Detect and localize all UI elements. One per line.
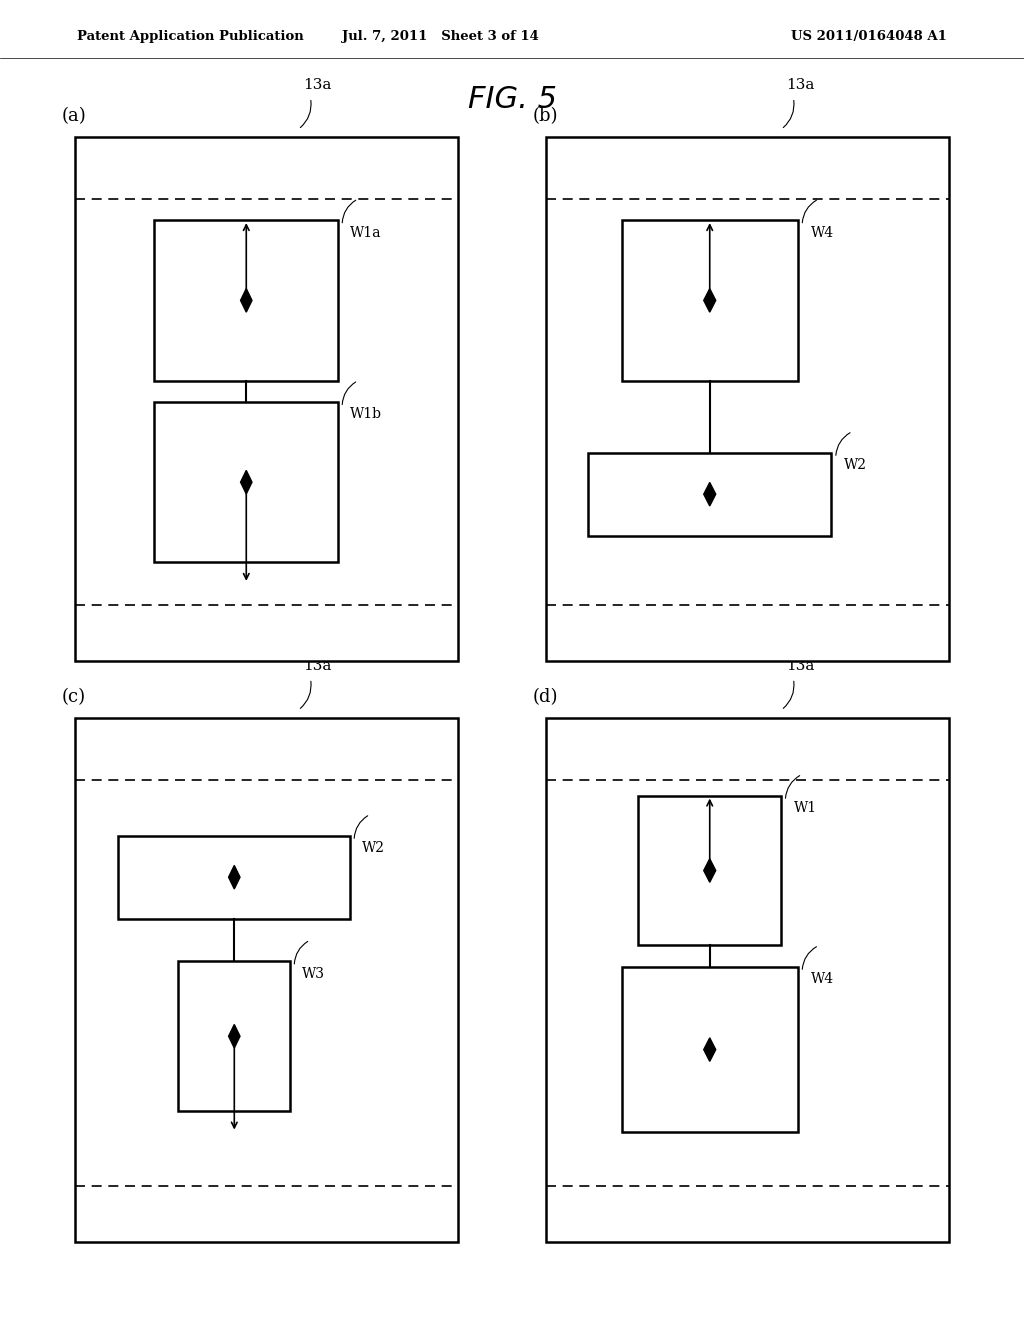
Bar [178,961,290,1111]
Bar [622,966,798,1133]
Polygon shape [241,470,252,494]
Text: Patent Application Publication: Patent Application Publication [77,30,303,44]
Polygon shape [703,482,716,506]
Text: US 2011/0164048 A1: US 2011/0164048 A1 [792,30,947,44]
Polygon shape [228,1024,240,1048]
Text: 13a: 13a [786,659,815,673]
Text: (c): (c) [61,688,86,706]
Polygon shape [703,289,716,312]
Bar [155,220,338,380]
Polygon shape [703,859,716,882]
Text: FIG. 5: FIG. 5 [468,84,556,114]
Bar [622,220,798,380]
Text: W1b: W1b [350,408,382,421]
Text: (a): (a) [61,107,86,125]
Text: 13a: 13a [303,659,332,673]
Text: (b): (b) [532,107,558,125]
Text: W1: W1 [794,801,817,814]
Text: 13a: 13a [303,78,332,92]
Text: W2: W2 [844,458,867,473]
Text: W3: W3 [302,966,326,981]
Polygon shape [703,1038,716,1061]
Text: 13a: 13a [786,78,815,92]
Text: W4: W4 [811,226,834,239]
Polygon shape [241,289,252,312]
Bar [119,836,350,919]
Text: (d): (d) [532,688,558,706]
Text: Jul. 7, 2011   Sheet 3 of 14: Jul. 7, 2011 Sheet 3 of 14 [342,30,539,44]
Text: W4: W4 [811,972,834,986]
Polygon shape [228,866,240,888]
Text: W2: W2 [362,841,385,855]
Bar [588,453,831,536]
Text: W1a: W1a [350,226,382,239]
Bar [155,403,338,562]
Bar [638,796,781,945]
